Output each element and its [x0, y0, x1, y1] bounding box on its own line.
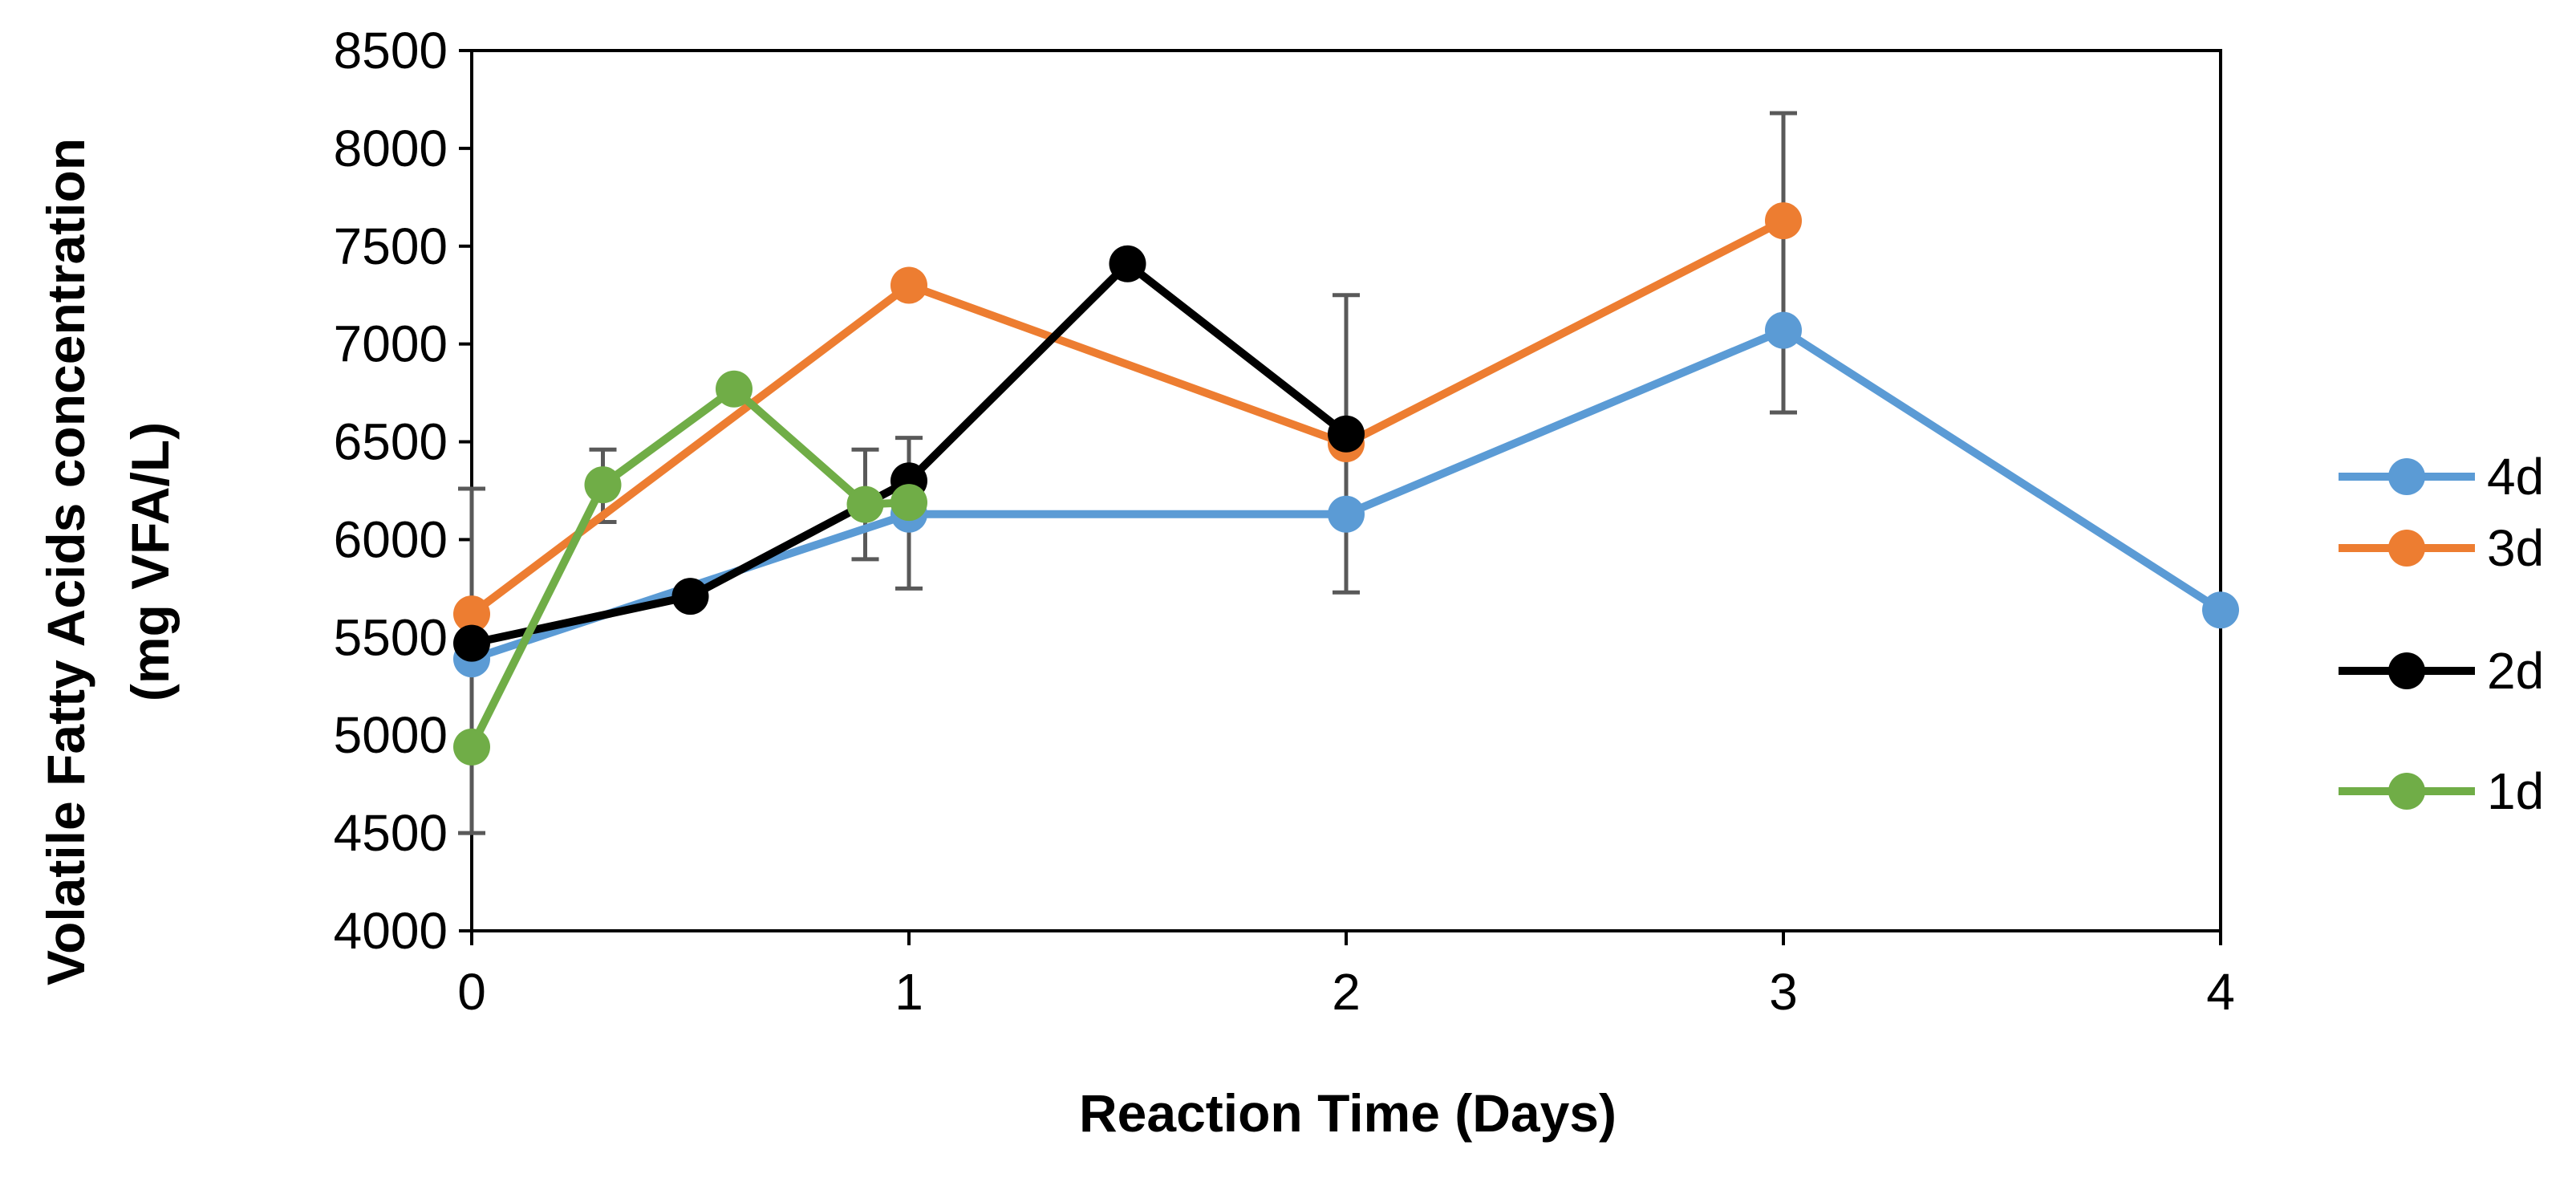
data-point-2d [1109, 245, 1146, 282]
x-tick-label: 4 [2206, 963, 2235, 1021]
legend-marker [2388, 458, 2425, 495]
data-point-1d [453, 728, 490, 766]
data-point-1d [716, 370, 753, 408]
data-point-4d [1765, 311, 1802, 349]
legend-marker [2388, 773, 2425, 810]
data-point-1d [584, 466, 622, 504]
legend-marker [2388, 530, 2425, 567]
data-point-4d [1328, 495, 1365, 533]
series-layer [453, 202, 2239, 766]
y-tick-label: 8500 [334, 22, 448, 79]
legend-label: 3d [2487, 519, 2544, 577]
legend-marker [2388, 652, 2425, 689]
legend-item-1d: 1d [2339, 762, 2544, 820]
data-point-1d [890, 484, 927, 522]
x-axis-title: Reaction Time (Days) [1079, 1083, 1617, 1143]
y-tick-label: 6500 [334, 413, 448, 471]
data-point-3d [1765, 202, 1802, 240]
y-axis: 4000 4500 5000 5500 6000 6500 7000 7500 8000 8500 [334, 22, 472, 960]
y-tick-label: 6000 [334, 510, 448, 568]
y-tick-label: 7500 [334, 217, 448, 275]
data-point-2d [671, 578, 709, 615]
data-point-4d [2202, 591, 2239, 629]
y-axis-title-line1: Volatile Fatty Acids concentration [36, 138, 95, 985]
y-tick-label: 5000 [334, 706, 448, 764]
y-tick-label: 5500 [334, 608, 448, 666]
x-tick-label: 3 [1769, 963, 1798, 1021]
data-point-3d [890, 266, 927, 304]
legend-item-2d: 2d [2339, 642, 2544, 700]
legend-item-4d: 4d [2339, 448, 2544, 506]
series-line-3d [468, 217, 1787, 619]
legend-label: 4d [2487, 448, 2544, 506]
x-tick-label: 0 [457, 963, 486, 1021]
y-tick-label: 4000 [334, 902, 448, 960]
y-tick-label: 4500 [334, 804, 448, 862]
x-tick-label: 2 [1332, 963, 1361, 1021]
series-2d [453, 245, 1365, 662]
series-3d [453, 202, 1802, 633]
legend-label: 1d [2487, 762, 2544, 820]
x-axis: 0 1 2 3 4 [457, 931, 2235, 1021]
y-tick-label: 8000 [334, 120, 448, 177]
data-point-3d [453, 595, 490, 633]
legend-item-3d: 3d [2339, 519, 2544, 577]
data-point-2d [1328, 415, 1365, 453]
x-tick-label: 1 [895, 963, 923, 1021]
data-point-2d [453, 624, 490, 662]
legend-label: 2d [2487, 642, 2544, 700]
data-point-1d [846, 485, 884, 523]
legend: 4d 3d 2d 1d [2339, 448, 2544, 820]
series-1d [453, 370, 927, 766]
y-axis-title-line2: (mg VFA/L) [120, 422, 180, 701]
y-tick-label: 7000 [334, 315, 448, 373]
